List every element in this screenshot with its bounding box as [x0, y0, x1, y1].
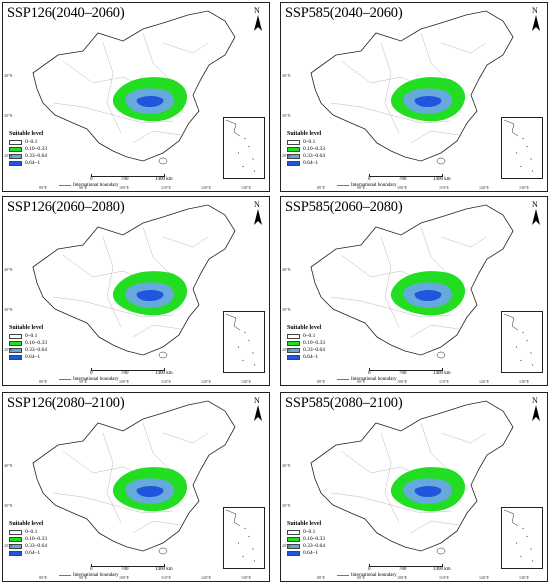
boundary-legend: International boundary — [59, 377, 119, 382]
legend-item: 0.64–1 — [287, 550, 325, 557]
legend-item: 0.33–0.64 — [9, 543, 47, 550]
map-panel-ssp585-2040-2060: SSP585(2040–2060) N Suitable level 0–0.1… — [280, 2, 548, 192]
legend: Suitable level 0–0.1 0.10–0.33 0.33–0.64… — [287, 131, 325, 167]
legend-item: 0.10–0.33 — [9, 340, 47, 347]
north-arrow-icon: N — [251, 396, 265, 423]
legend-item: 0–0.1 — [287, 529, 325, 536]
legend-item: 0.64–1 — [9, 160, 47, 167]
legend-item: 0–0.1 — [287, 139, 325, 146]
panel-title: SSP585(2060–2080) — [285, 199, 403, 215]
legend-item: 0–0.1 — [9, 529, 47, 536]
legend-title: Suitable level — [287, 325, 322, 331]
legend-item: 0.10–0.33 — [287, 340, 325, 347]
legend: Suitable level 0–0.1 0.10–0.33 0.33–0.64… — [287, 325, 325, 361]
legend-item: 0.64–1 — [287, 160, 325, 167]
legend-title: Suitable level — [9, 131, 44, 137]
north-arrow-icon: N — [529, 6, 543, 33]
legend-item: 0.64–1 — [9, 354, 47, 361]
south-china-sea-inset — [223, 117, 265, 179]
north-arrow-icon: N — [251, 6, 265, 33]
map-panel-ssp126-2080-2100: SSP126(2080–2100) N Suitable level 0–0.1… — [2, 392, 270, 582]
scale-bar: 0 700 1400 km — [90, 563, 173, 575]
legend: Suitable level 0–0.1 0.10–0.33 0.33–0.64… — [9, 521, 47, 557]
legend-item: 0.64–1 — [287, 354, 325, 361]
legend-item: 0.10–0.33 — [9, 536, 47, 543]
legend-item: 0.33–0.64 — [9, 153, 47, 160]
legend-title: Suitable level — [287, 131, 322, 137]
legend-item: 0–0.1 — [287, 333, 325, 340]
panel-title: SSP585(2080–2100) — [285, 395, 403, 411]
map-panel-ssp126-2060-2080: SSP126(2060–2080) N Suitable level 0–0.1… — [2, 196, 270, 386]
legend-item: 0.10–0.33 — [287, 536, 325, 543]
legend-item: 0–0.1 — [9, 333, 47, 340]
boundary-legend: International boundary — [59, 573, 119, 578]
legend-item: 0.10–0.33 — [287, 146, 325, 153]
panel-title: SSP126(2040–2060) — [7, 5, 125, 21]
boundary-legend: International boundary — [59, 183, 119, 188]
legend-item: 0.33–0.64 — [287, 153, 325, 160]
legend-item: 0–0.1 — [9, 139, 47, 146]
scale-bar: 0 700 1400 km — [90, 367, 173, 379]
scale-bar: 0 700 1400 km — [368, 367, 451, 379]
legend-title: Suitable level — [9, 325, 44, 331]
south-china-sea-inset — [501, 507, 543, 569]
south-china-sea-inset — [223, 311, 265, 373]
boundary-legend: International boundary — [337, 183, 397, 188]
panel-title: SSP126(2060–2080) — [7, 199, 125, 215]
legend: Suitable level 0–0.1 0.10–0.33 0.33–0.64… — [9, 131, 47, 167]
map-panel-ssp585-2080-2100: SSP585(2080–2100) N Suitable level 0–0.1… — [280, 392, 548, 582]
boundary-legend: International boundary — [337, 377, 397, 382]
scale-bar: 0 700 1400 km — [368, 173, 451, 185]
north-arrow-icon: N — [529, 200, 543, 227]
legend-item: 0.33–0.64 — [287, 347, 325, 354]
south-china-sea-inset — [501, 311, 543, 373]
legend-item: 0.64–1 — [9, 550, 47, 557]
map-panel-ssp585-2060-2080: SSP585(2060–2080) N Suitable level 0–0.1… — [280, 196, 548, 386]
legend-title: Suitable level — [287, 521, 322, 527]
panel-title: SSP126(2080–2100) — [7, 395, 125, 411]
south-china-sea-inset — [223, 507, 265, 569]
scale-bar: 0 700 1400 km — [368, 563, 451, 575]
legend-item: 0.10–0.33 — [9, 146, 47, 153]
legend: Suitable level 0–0.1 0.10–0.33 0.33–0.64… — [287, 521, 325, 557]
boundary-legend: International boundary — [337, 573, 397, 578]
legend-item: 0.33–0.64 — [9, 347, 47, 354]
panel-title: SSP585(2040–2060) — [285, 5, 403, 21]
north-arrow-icon: N — [251, 200, 265, 227]
legend: Suitable level 0–0.1 0.10–0.33 0.33–0.64… — [9, 325, 47, 361]
legend-title: Suitable level — [9, 521, 44, 527]
map-panel-ssp126-2040-2060: SSP126(2040–2060) N Suitable level 0–0.1… — [2, 2, 270, 192]
north-arrow-icon: N — [529, 396, 543, 423]
south-china-sea-inset — [501, 117, 543, 179]
legend-item: 0.33–0.64 — [287, 543, 325, 550]
scale-bar: 0 700 1400 km — [90, 173, 173, 185]
